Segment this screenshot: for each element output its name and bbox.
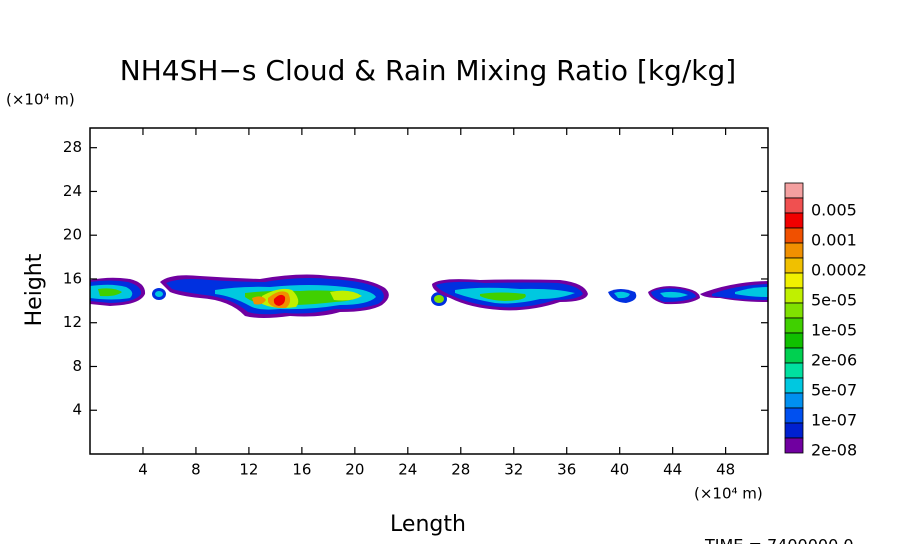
x-tick-label: 24: [398, 461, 417, 479]
colorbar-swatch: [784, 377, 804, 394]
footer: TIME = 7400000.0: [704, 536, 854, 544]
colorbar-swatch: [784, 332, 804, 349]
y-unit: (×10⁴ m): [6, 91, 75, 109]
plot-frame: [89, 127, 769, 455]
x-tick-label: 16: [292, 461, 311, 479]
x-axis-label: Length: [390, 512, 466, 537]
colorbar-swatch: [784, 182, 804, 199]
x-tick-label: 28: [451, 461, 470, 479]
colorbar-label: 0.0002: [811, 261, 867, 280]
chart-title: NH4SH−s Cloud & Rain Mixing Ratio [kg/kg…: [120, 54, 736, 87]
colorbar-swatch: [784, 287, 804, 304]
x-tick-label: 48: [716, 461, 735, 479]
colorbar-swatch: [784, 422, 804, 439]
colorbar-swatch: [784, 347, 804, 364]
colorbar-label: 5e-07: [811, 381, 857, 400]
colorbar-label: 5e-05: [811, 291, 857, 310]
colorbar-label: 2e-08: [811, 441, 857, 460]
cloud-field: [90, 274, 768, 318]
y-tick-label: 24: [63, 182, 82, 200]
x-tick-label: 20: [345, 461, 364, 479]
x-tick-label: 12: [239, 461, 258, 479]
x-unit: (×10⁴ m): [694, 485, 763, 503]
x-tick-label: 44: [663, 461, 682, 479]
colorbar-label: 2e-06: [811, 351, 857, 370]
colorbar-label: 0.005: [811, 201, 857, 220]
colorbar-swatch: [784, 362, 804, 379]
colorbar-label: 1e-05: [811, 321, 857, 340]
x-tick-label: 8: [191, 461, 201, 479]
colorbar-swatch: [784, 197, 804, 214]
y-tick-label: 16: [63, 269, 82, 287]
x-tick-label: 40: [610, 461, 629, 479]
colorbar-label: 0.001: [811, 231, 857, 250]
y-tick-label: 12: [63, 313, 82, 331]
y-tick-label: 4: [72, 401, 82, 419]
colorbar-swatch: [784, 227, 804, 244]
colorbar-swatch: [784, 272, 804, 289]
colorbar-swatch: [784, 407, 804, 424]
colorbar-swatch: [784, 317, 804, 334]
colorbar-label: 1e-07: [811, 411, 857, 430]
y-tick-label: 28: [63, 138, 82, 156]
colorbar-swatch: [784, 392, 804, 409]
colorbar-swatch: [784, 437, 804, 454]
y-tick-label: 8: [72, 357, 82, 375]
x-tick-label: 4: [138, 461, 148, 479]
colorbar-swatch: [784, 242, 804, 259]
x-tick-label: 36: [557, 461, 576, 479]
y-tick-label: 20: [63, 226, 82, 244]
y-axis-label: Height: [22, 253, 47, 326]
x-tick-label: 32: [504, 461, 523, 479]
colorbar-swatch: [784, 302, 804, 319]
colorbar-swatch: [784, 257, 804, 274]
colorbar-swatch: [784, 212, 804, 229]
